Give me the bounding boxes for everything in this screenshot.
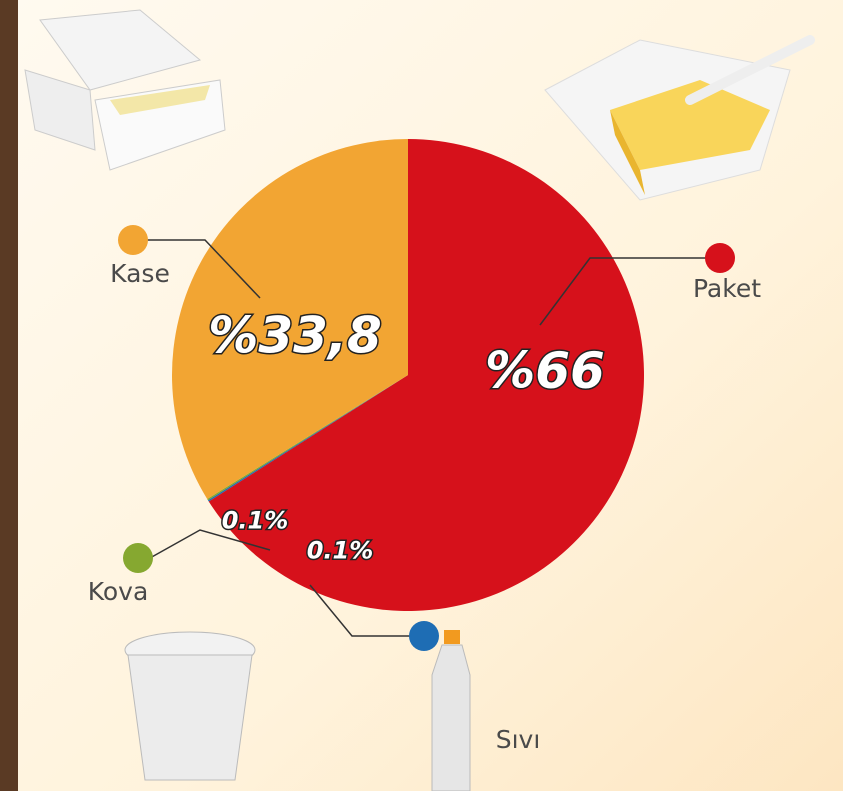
category-label: Kase bbox=[110, 259, 170, 288]
category-label: Paket bbox=[693, 274, 761, 303]
pie-slice bbox=[207, 375, 408, 502]
legend-dot bbox=[409, 621, 439, 651]
legend-dot bbox=[123, 543, 153, 573]
value-label: 0.1% bbox=[222, 506, 289, 534]
value-label: %33,8 bbox=[208, 307, 381, 365]
tub-illustration bbox=[24, 9, 226, 171]
left-border bbox=[0, 0, 18, 791]
leader-line bbox=[149, 529, 271, 559]
value-label: %66 bbox=[485, 342, 605, 400]
leader-line bbox=[309, 584, 412, 637]
leader-line bbox=[145, 239, 261, 299]
value-label: 0.1% bbox=[307, 536, 374, 564]
pie-slice bbox=[207, 375, 408, 501]
bucket-illustration bbox=[124, 631, 256, 781]
bottle-illustration bbox=[431, 630, 471, 791]
legend-dot bbox=[118, 225, 148, 255]
leader-line bbox=[539, 257, 710, 326]
pie-slice bbox=[208, 139, 644, 612]
pie-slice bbox=[172, 139, 408, 499]
category-label: Kova bbox=[88, 577, 149, 606]
butter-illustration bbox=[544, 35, 815, 201]
category-label: Sıvı bbox=[496, 725, 541, 754]
legend-dot bbox=[705, 243, 735, 273]
